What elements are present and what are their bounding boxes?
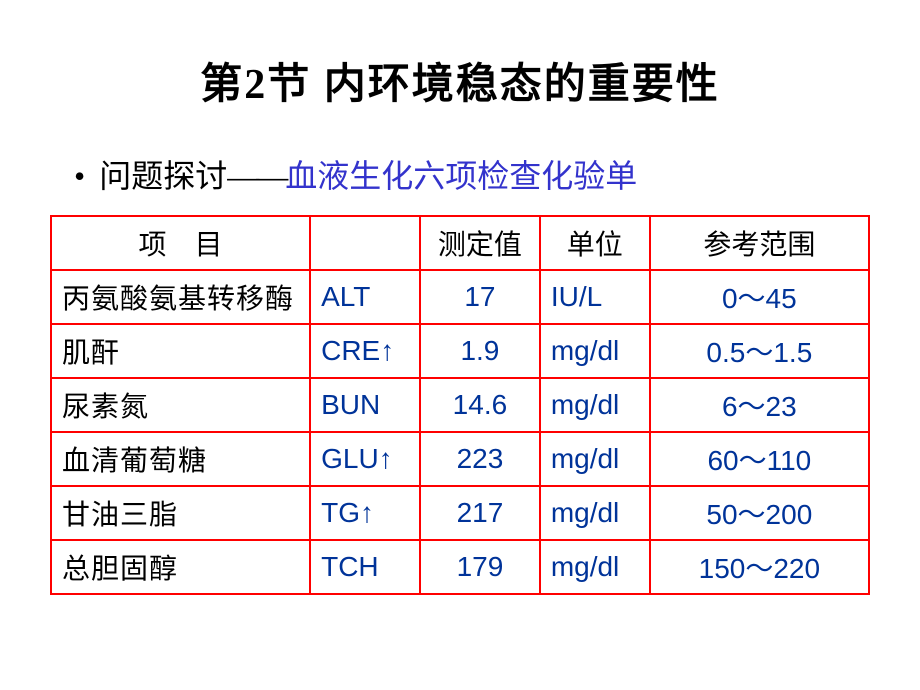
- cell-abbr: BUN: [310, 378, 420, 432]
- cell-abbr: TCH: [310, 540, 420, 594]
- cell-name: 肌酐: [51, 324, 310, 378]
- subtitle-highlight: 血液生化六项检查化验单: [285, 158, 637, 194]
- cell-abbr: ALT: [310, 270, 420, 324]
- cell-value: 14.6: [420, 378, 540, 432]
- cell-name: 总胆固醇: [51, 540, 310, 594]
- cell-value: 17: [420, 270, 540, 324]
- cell-value: 1.9: [420, 324, 540, 378]
- subtitle-prefix: 问题探讨: [99, 158, 227, 194]
- table-header-row: 项 目 测定值 单位 参考范围: [51, 216, 869, 270]
- cell-value: 217: [420, 486, 540, 540]
- cell-value: 179: [420, 540, 540, 594]
- cell-unit: mg/dl: [540, 324, 650, 378]
- slide-page: 第2节 内环境稳态的重要性 • 问题探讨——血液生化六项检查化验单 项 目 测定…: [0, 0, 920, 645]
- cell-unit: mg/dl: [540, 540, 650, 594]
- table-row: 肌酐 CRE↑ 1.9 mg/dl 0.5～1.5: [51, 324, 869, 378]
- cell-range: 50～200: [650, 486, 869, 540]
- cell-unit: mg/dl: [540, 432, 650, 486]
- cell-value: 223: [420, 432, 540, 486]
- subtitle-dash: ——: [227, 158, 285, 194]
- col-header-name: 项 目: [51, 216, 310, 270]
- col-header-unit: 单位: [540, 216, 650, 270]
- cell-unit: IU/L: [540, 270, 650, 324]
- cell-name: 血清葡萄糖: [51, 432, 310, 486]
- cell-name: 尿素氮: [51, 378, 310, 432]
- cell-range: 0.5～1.5: [650, 324, 869, 378]
- cell-range: 60～110: [650, 432, 869, 486]
- table-row: 血清葡萄糖 GLU↑ 223 mg/dl 60～110: [51, 432, 869, 486]
- cell-abbr: GLU↑: [310, 432, 420, 486]
- col-header-value: 测定值: [420, 216, 540, 270]
- cell-range: 6～23: [650, 378, 869, 432]
- cell-range: 0～45: [650, 270, 869, 324]
- subtitle: • 问题探讨——血液生化六项检查化验单: [74, 151, 870, 197]
- cell-unit: mg/dl: [540, 486, 650, 540]
- table-row: 甘油三脂 TG↑ 217 mg/dl 50～200: [51, 486, 869, 540]
- cell-abbr: TG↑: [310, 486, 420, 540]
- cell-range: 150～220: [650, 540, 869, 594]
- table-row: 总胆固醇 TCH 179 mg/dl 150～220: [51, 540, 869, 594]
- page-title: 第2节 内环境稳态的重要性: [50, 50, 870, 111]
- lab-results-table: 项 目 测定值 单位 参考范围 丙氨酸氨基转移酶 ALT 17 IU/L 0～4…: [50, 215, 870, 595]
- bullet-icon: •: [74, 158, 85, 194]
- cell-name: 丙氨酸氨基转移酶: [51, 270, 310, 324]
- table-row: 尿素氮 BUN 14.6 mg/dl 6～23: [51, 378, 869, 432]
- cell-abbr: CRE↑: [310, 324, 420, 378]
- col-header-range: 参考范围: [650, 216, 869, 270]
- cell-name: 甘油三脂: [51, 486, 310, 540]
- cell-unit: mg/dl: [540, 378, 650, 432]
- table-row: 丙氨酸氨基转移酶 ALT 17 IU/L 0～45: [51, 270, 869, 324]
- col-header-abbr: [310, 216, 420, 270]
